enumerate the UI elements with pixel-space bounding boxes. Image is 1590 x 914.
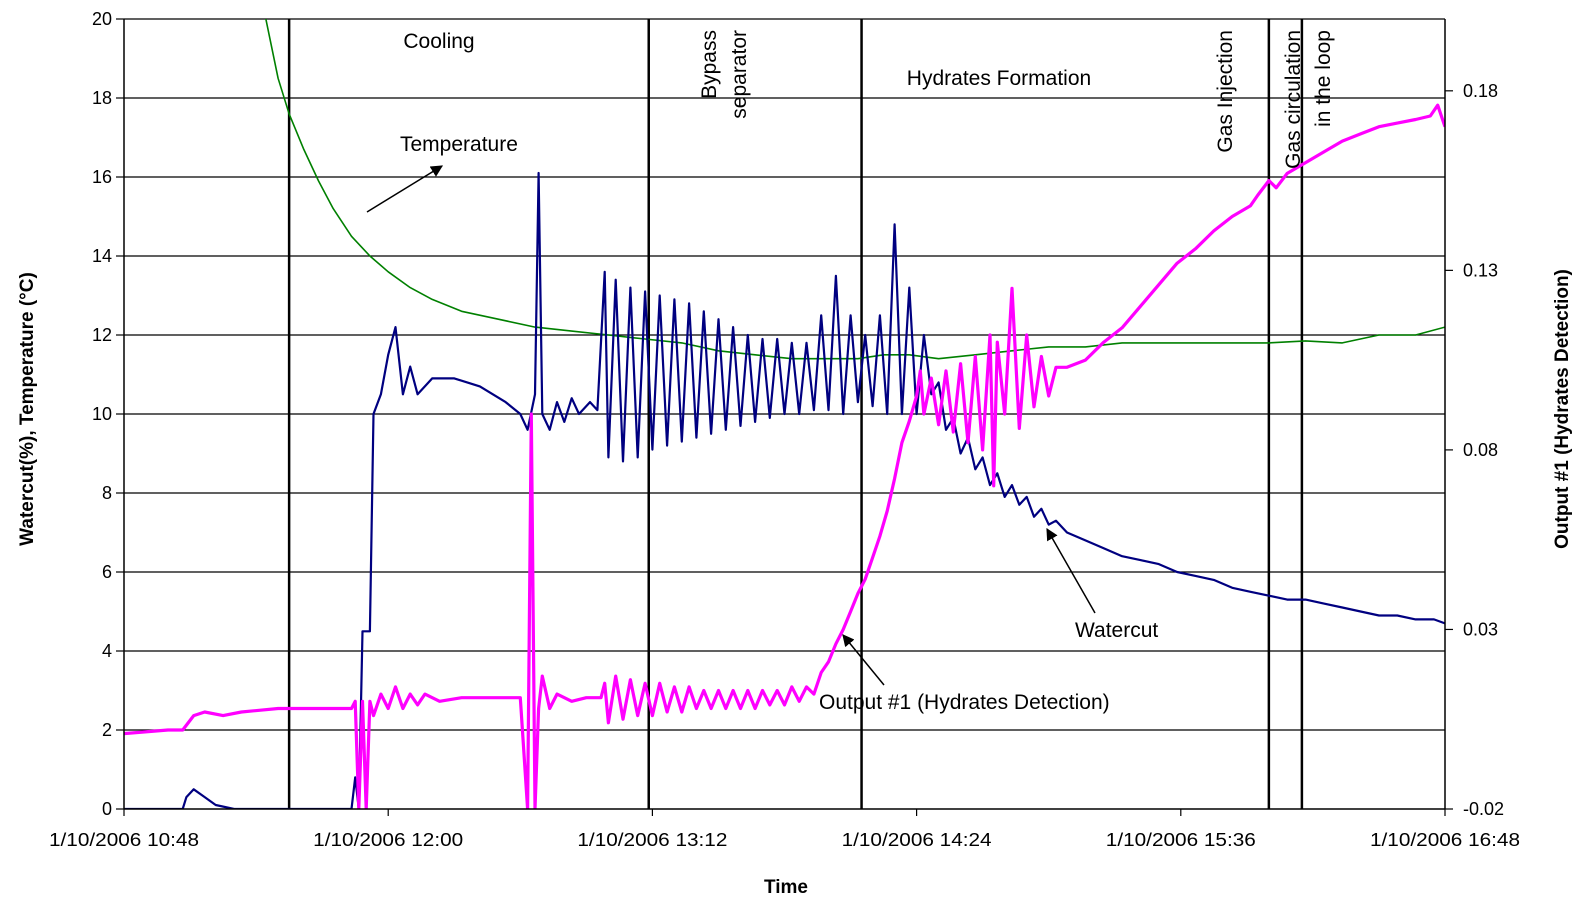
y-left-tick-label: 20 (92, 9, 112, 29)
x-tick-label: 1/10/2006 13:12 (577, 830, 727, 850)
annotation-watercut: Watercut (1075, 619, 1158, 642)
annotation-temperature: Temperature (400, 133, 518, 156)
x-tick-label: 1/10/2006 14:24 (842, 830, 992, 850)
arrow-watercut (1046, 527, 1096, 614)
y-left-tick-label: 14 (92, 246, 112, 266)
y-left-tick-label: 2 (102, 720, 112, 740)
phase-label-separator: separator (728, 30, 751, 119)
y-left-tick-label: 12 (92, 325, 112, 345)
x-tick-label: 1/10/2006 16:48 (1370, 830, 1520, 850)
phase-label-gas-injection: Gas Injection (1214, 30, 1237, 153)
y-left-tick-label: 8 (102, 483, 112, 503)
x-axis-title: Time (764, 877, 808, 898)
phase-label-cooling: Cooling (403, 30, 474, 53)
y-left-tick-label: 10 (92, 404, 112, 424)
y-left-tick-label: 16 (92, 167, 112, 187)
arrow-output (842, 634, 885, 686)
series-line-watercut (124, 171, 1445, 809)
y-axis-title-right: Output #1 (Hydrates Detection) (1552, 269, 1573, 549)
series-line-temperature (265, 19, 1445, 360)
y-right-tick-label: 0.03 (1463, 619, 1498, 639)
y-left-tick-label: 4 (102, 641, 112, 661)
grid-lines (124, 18, 1445, 731)
phase-label-gas-circulation: Gas circulation (1282, 30, 1305, 169)
y-left-tick-label: 6 (102, 562, 112, 582)
y-right-tick-label: 0.08 (1463, 440, 1498, 460)
y-left-tick-label: 0 (102, 799, 112, 819)
phase-label-hydrates-formation: Hydrates Formation (907, 67, 1091, 90)
x-tick-label: 1/10/2006 15:36 (1106, 830, 1256, 850)
y-right-tick-label: 0.18 (1463, 81, 1498, 101)
y-right-tick-label: -0.02 (1463, 799, 1504, 819)
axes (116, 18, 1453, 816)
y-left-tick-label: 18 (92, 88, 112, 108)
phase-label-bypass: Bypass (698, 30, 721, 99)
series-lines (124, 19, 1445, 809)
annotation-output: Output #1 (Hydrates Detection) (819, 691, 1110, 714)
y-right-tick-label: 0.13 (1463, 260, 1498, 280)
arrow-temperature (366, 165, 444, 213)
phase-label-in-the-loop: in the loop (1312, 30, 1335, 127)
x-tick-label: 1/10/2006 10:48 (49, 830, 199, 850)
series-line-output-1-hydrates-detection (124, 103, 1445, 809)
phase-lines (287, 19, 1304, 809)
y-axis-title-left: Watercut(%), Temperature (°C) (17, 272, 38, 546)
labels: 0 2 4 6 8 10 12 14 16 18 20 -0.02 0.03 0.08 0.13 0.18 1/… (49, 9, 1520, 850)
x-tick-label: 1/10/2006 12:00 (313, 830, 463, 850)
